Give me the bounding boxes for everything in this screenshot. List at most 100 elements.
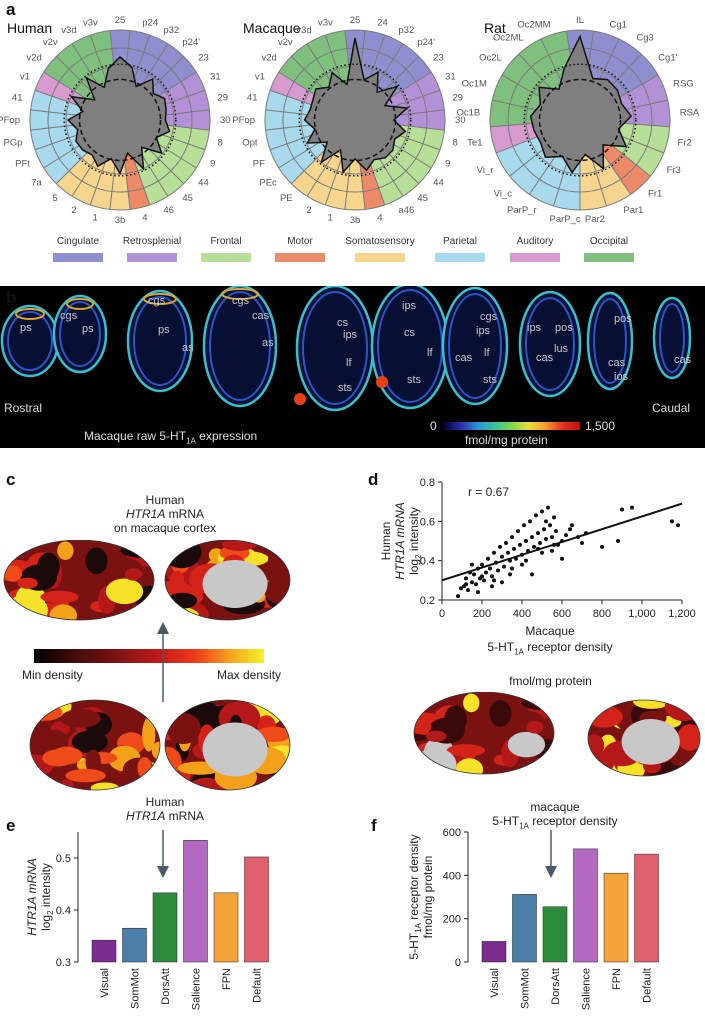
radar-axis-label: 4 [142, 212, 147, 223]
density-colorbar [34, 649, 264, 663]
surface-outline [164, 699, 291, 791]
data-point [528, 519, 532, 524]
radar-axis-label: 41 [247, 93, 258, 104]
category-label: FPN [611, 968, 623, 990]
data-point [630, 505, 634, 510]
parcel [37, 552, 60, 581]
sulcus-label: cgs [480, 311, 498, 323]
ylabel-line: HTR1A mRNA [25, 858, 39, 936]
radar-dashed-ring [538, 78, 622, 162]
expression-colorbar [443, 422, 580, 430]
radar-axis-label: 30 [455, 115, 466, 126]
legend-swatch [435, 253, 485, 262]
legend-label: Retrosplenial [122, 236, 182, 247]
high-expression-edge [15, 308, 45, 320]
sulcus-label: cas [674, 354, 692, 366]
category-label-group: FPN [611, 968, 623, 990]
radar-axis-label: Oc1B [457, 108, 481, 119]
data-point [474, 582, 478, 587]
legend-swatch [275, 253, 325, 262]
radar-axis-label: PGp [3, 137, 22, 148]
parcel [4, 598, 19, 620]
radar-axis-label: Oc2MM [517, 19, 550, 30]
radar-axis-label: 1 [92, 212, 97, 223]
category-label-group: Salience [581, 968, 593, 1010]
parcel [17, 577, 38, 589]
legend-swatch [127, 253, 177, 262]
sulcus-label: lf [484, 347, 490, 359]
surface-outline [164, 540, 291, 621]
radar-axis-label: 23 [433, 53, 444, 64]
data-point [670, 519, 674, 524]
radar-axis-label: p32 [163, 25, 179, 36]
radar-charts: 25 p24p32p24'233129308944454643b1257aPFtP… [0, 15, 700, 226]
legend-swatch [584, 253, 634, 262]
parcel [677, 724, 700, 751]
parcel [521, 694, 554, 711]
radar-axis-label: 31 [210, 72, 221, 83]
bar [573, 848, 598, 963]
radar-axis-label: a46 [398, 205, 414, 216]
data-point [560, 556, 564, 561]
data-point [490, 574, 494, 579]
radar-axis-label: 44 [433, 177, 444, 188]
data-point [508, 572, 512, 577]
x-tick-label: 600 [553, 608, 571, 620]
parcel [632, 700, 671, 709]
legend-label: Motor [287, 236, 313, 247]
data-point [500, 554, 504, 559]
bar [122, 927, 147, 963]
bar [634, 853, 659, 963]
category-label-group: DorsAtt [160, 968, 172, 1005]
data-point [506, 550, 510, 555]
sulcus-label: lf [427, 347, 433, 359]
macaque-brain-renders [413, 692, 701, 777]
data-point [480, 574, 484, 579]
data-point [496, 568, 500, 573]
parcel [444, 705, 467, 734]
radar-axis-label: Vi_r [477, 165, 494, 176]
radar-axis-label: v3v [318, 18, 333, 29]
parcel [165, 774, 184, 790]
sulcus-label: lf [346, 357, 352, 369]
brain-section [586, 291, 634, 391]
parcel [588, 705, 623, 728]
brain-section [0, 304, 60, 378]
parcel [264, 577, 290, 604]
panel-c-letter: c [6, 470, 16, 489]
radar-axis-label: 9 [210, 158, 215, 169]
sulcus-label: as [262, 337, 274, 349]
y-tick-label: 0.4 [420, 556, 435, 568]
x-tick-label: 400 [513, 608, 531, 620]
brain-section [52, 294, 108, 374]
bar [603, 872, 629, 963]
data-point [522, 523, 526, 528]
radar-title-rat: Rat [484, 20, 506, 36]
radar-axis-label: IL [576, 15, 584, 26]
data-point [536, 531, 540, 536]
y-tick-label: 0 [455, 957, 461, 969]
radar-axis-label: 8 [452, 137, 457, 148]
radar-dotted-ring [63, 63, 177, 177]
data-point [488, 566, 492, 571]
data-point [544, 519, 548, 524]
radar-dashed-ring [313, 78, 397, 162]
radar-axis-label: 3b [115, 215, 126, 226]
data-point [504, 540, 508, 545]
radar-axis-label: Cg3 [636, 32, 653, 43]
bar [213, 892, 239, 963]
data-point [542, 527, 546, 532]
category-label: Visual [489, 968, 501, 998]
radar-axis-label: 46 [163, 205, 174, 216]
human-brain-renders [3, 540, 291, 791]
parcel [105, 578, 144, 605]
category-label-group: Default [252, 968, 264, 1003]
data-point [532, 544, 536, 549]
radar-axis-label: PFt [15, 158, 30, 169]
sulcus-label: pos [614, 313, 632, 325]
expression-hotspot [294, 393, 306, 405]
parcel [4, 540, 31, 551]
radar-axis-label: v1 [20, 72, 30, 83]
radar-axis-label: 9 [445, 158, 450, 169]
data-point [530, 535, 534, 540]
